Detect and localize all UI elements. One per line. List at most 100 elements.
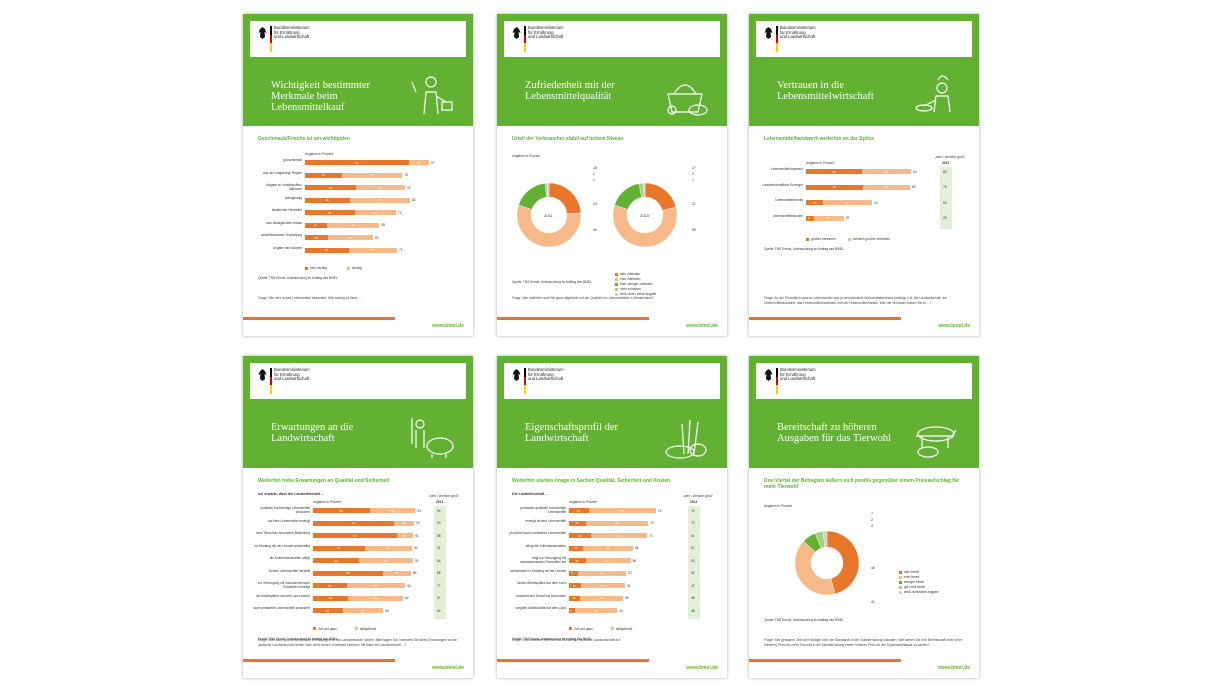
value-secondary: 38 — [370, 248, 375, 253]
value-total: 78 — [406, 185, 411, 190]
chart-heading: Ich erwarte, dass die Landwirtschaft ... — [258, 492, 324, 496]
value-previous: 53 — [691, 558, 695, 563]
brochure-card[interactable]: Bundesministerium für Ernährung und Land… — [243, 14, 473, 336]
value-secondary: 36 — [884, 185, 888, 190]
flag-stripes — [270, 368, 272, 394]
source-note: Quelle: TNS Emnid, Untersuchung im Auftr… — [258, 276, 338, 280]
value-primary: 17 — [313, 223, 318, 228]
slice-value-label: 56 — [593, 228, 597, 232]
value-primary: 74 — [351, 521, 356, 526]
row-label: gut schmeckt — [283, 158, 302, 162]
value-secondary: 16 — [416, 160, 421, 165]
value-secondary: 43 — [386, 546, 390, 551]
value-total: 53 — [374, 235, 379, 240]
previous-year-column — [434, 506, 446, 619]
bar-segment-secondary — [348, 595, 404, 601]
brochure-card[interactable]: Bundesministerium für Ernährung und Land… — [749, 14, 979, 336]
ministry-logo: Bundesministerium für Ernährung und Land… — [504, 363, 720, 399]
legend-item: voll und ganz — [569, 627, 593, 631]
brochure-card[interactable]: Bundesministerium für Ernährung und Land… — [749, 356, 979, 678]
row-label: Landwirtschaftliche Erzeuger — [762, 182, 803, 187]
website-url[interactable]: www.bmel.de — [432, 323, 464, 329]
legend-item: voll und ganz — [313, 627, 337, 631]
value-secondary: 50 — [373, 596, 378, 601]
chef-icon — [915, 75, 951, 113]
value-secondary: 61 — [620, 508, 624, 513]
orange-stripe — [243, 659, 395, 661]
survey-question: Frage: Und inwieweit trifft das zur Zeit… — [512, 638, 621, 642]
value-secondary: 47 — [370, 173, 374, 178]
website-url[interactable]: www.bmel.de — [686, 323, 718, 329]
value-previous: 66 — [437, 608, 441, 613]
legend-label: weitgehend — [616, 626, 633, 631]
website-url[interactable]: www.bmel.de — [938, 665, 970, 671]
bar-segment-primary — [313, 520, 395, 526]
survey-question: Frage: An der Produktion unserer Lebensm… — [764, 296, 947, 305]
basket-icon — [667, 84, 708, 116]
value-secondary: 41 — [390, 508, 395, 513]
ministry-logo: Bundesministerium für Ernährung und Land… — [250, 363, 466, 399]
value-primary: 13 — [812, 200, 816, 205]
brochure-card[interactable]: Bundesministerium für Ernährung und Land… — [243, 356, 473, 678]
legend-swatch — [615, 282, 618, 286]
value-previous: 47 — [691, 583, 695, 588]
legend-label: sehr wichtig — [310, 266, 327, 270]
slice-value-label: 41 — [871, 600, 875, 604]
bar-segment-secondary — [408, 160, 430, 165]
source-note: Quelle: TNS Emnid, Untersuchung im Auftr… — [512, 636, 592, 641]
card-title: Eigenschaftsprofil der Landwirtschaft — [525, 422, 619, 444]
bar-segment-primary — [313, 558, 360, 563]
bar-segment-secondary — [577, 570, 627, 576]
legend-label: eher bereit — [904, 575, 920, 579]
orange-stripe — [243, 317, 395, 319]
bar-segment-secondary — [813, 215, 844, 221]
percent-note: Angaben in Prozent — [313, 500, 341, 504]
value-primary: 11 — [573, 583, 577, 588]
donut-2011-slice — [518, 183, 547, 210]
value-previous: 91 — [437, 546, 441, 551]
bar-segment-primary — [569, 595, 580, 601]
federal-eagle-icon — [512, 369, 521, 381]
value-primary: 64 — [346, 571, 350, 576]
survey-question: Frage: Wie sehr achtet Lebensmittel eink… — [258, 296, 362, 300]
value-secondary: 35 — [348, 235, 352, 240]
value-primary: 32 — [328, 596, 332, 601]
green-stripe — [749, 318, 901, 320]
website-url[interactable]: www.bmel.de — [432, 665, 464, 671]
donut-year-label: 2011 — [544, 213, 553, 218]
legend-label: voll und ganz — [574, 626, 593, 631]
bar-segment-primary — [305, 210, 355, 215]
legend-item: wichtig — [347, 266, 362, 270]
value-primary: 5 — [569, 608, 572, 613]
bar-segment-secondary — [861, 169, 912, 174]
value-previous: 74 — [691, 508, 695, 513]
bar-segment-primary — [305, 172, 343, 178]
bar-segment-primary — [806, 215, 814, 221]
value-previous: 52 — [691, 571, 695, 576]
row-label: erzeugt sichere Lebensmittel — [525, 518, 566, 523]
slice-value-label: 1 — [692, 178, 694, 182]
ministry-name: Bundesministerium für Ernährung und Land… — [274, 367, 310, 382]
value-primary: 81 — [354, 160, 359, 165]
footer-stripes — [497, 317, 649, 320]
slice-value-label: 59 — [692, 228, 696, 232]
value-primary: 76 — [352, 533, 357, 538]
website-url[interactable]: www.bmel.de — [938, 323, 970, 329]
donut-2013-slice — [644, 182, 677, 211]
card-subtitle: Weiterhin starkes Image in Sachen Qualit… — [512, 478, 671, 484]
card-subtitle: Urteil der Verbraucher stabil auf hohem … — [512, 136, 624, 142]
source-note: Quelle: TNS Emnid, Untersuchung im Auftr… — [512, 280, 592, 284]
bar-segment-secondary — [822, 200, 873, 205]
website-url[interactable]: www.bmel.de — [686, 665, 718, 671]
value-secondary: 32 — [373, 210, 377, 215]
legend-swatch — [615, 272, 618, 276]
brochure-card[interactable]: Bundesministerium für Ernährung und Land… — [497, 356, 727, 678]
value-secondary: 25 — [395, 571, 399, 576]
flag-stripes — [270, 26, 272, 52]
card-title: Zufriedenheit mit der Lebensmittelqualit… — [525, 80, 615, 102]
cow-pig-icon — [916, 426, 957, 458]
brochure-card[interactable]: Bundesministerium für Ernährung und Land… — [497, 14, 727, 336]
value-total: 97 — [431, 160, 435, 165]
card-subtitle: Geschmack/Frische ist am wichtigsten — [258, 136, 350, 142]
value-secondary: 38 — [845, 200, 849, 205]
